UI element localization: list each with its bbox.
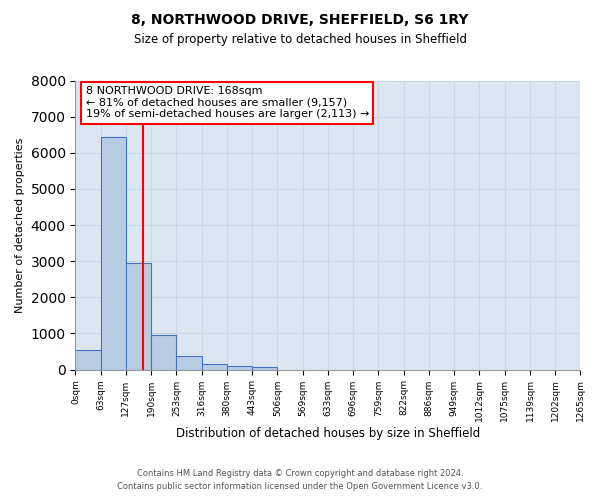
Bar — [101, 136, 126, 370]
Text: 8, NORTHWOOD DRIVE, SHEFFIELD, S6 1RY: 8, NORTHWOOD DRIVE, SHEFFIELD, S6 1RY — [131, 12, 469, 26]
Bar — [76, 350, 101, 370]
Y-axis label: Number of detached properties: Number of detached properties — [15, 138, 25, 312]
Text: Size of property relative to detached houses in Sheffield: Size of property relative to detached ho… — [133, 32, 467, 46]
Bar — [151, 334, 176, 370]
Bar — [202, 364, 227, 370]
Text: Contains public sector information licensed under the Open Government Licence v3: Contains public sector information licen… — [118, 482, 482, 491]
X-axis label: Distribution of detached houses by size in Sheffield: Distribution of detached houses by size … — [176, 427, 480, 440]
Bar — [252, 367, 277, 370]
Text: 8 NORTHWOOD DRIVE: 168sqm
← 81% of detached houses are smaller (9,157)
19% of se: 8 NORTHWOOD DRIVE: 168sqm ← 81% of detac… — [86, 86, 369, 120]
Text: Contains HM Land Registry data © Crown copyright and database right 2024.: Contains HM Land Registry data © Crown c… — [137, 468, 463, 477]
Bar — [126, 263, 151, 370]
Bar — [227, 366, 252, 370]
Bar — [176, 356, 202, 370]
